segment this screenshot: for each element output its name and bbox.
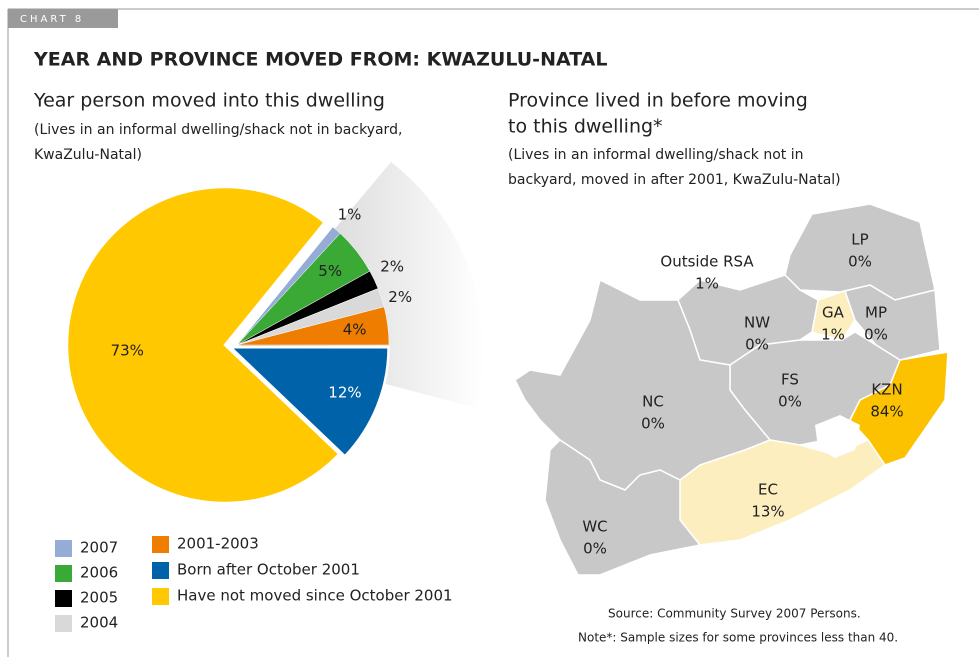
pie: 1% 5% 2% 2% 4% 12% 73% 2007 2006 2005 2004 2001-200… [55, 185, 453, 632]
data-label: 12% [328, 384, 361, 402]
chart-label: CHART 8 [20, 14, 84, 25]
region-name: Outside RSA [660, 253, 754, 271]
region-value: 1% [821, 326, 845, 344]
pie-slice [65, 185, 342, 505]
legend-label: 2006 [80, 564, 118, 582]
map-region [679, 439, 887, 546]
source: Source: Community Survey 2007 Persons. [608, 607, 861, 621]
region-name: MP [865, 304, 887, 322]
legend-label: Have not moved since October 2001 [177, 587, 453, 605]
region-value: 0% [864, 326, 888, 344]
note: Note*: Sample sizes for some provinces l… [578, 631, 898, 645]
map-title: to this dwelling* [508, 116, 663, 138]
legend-label: 2005 [80, 589, 118, 607]
region-name: KZN [871, 381, 902, 399]
legend-swatch [55, 565, 72, 582]
region-value: 0% [848, 253, 872, 271]
legend-swatch [55, 540, 72, 557]
legend-label: 2001-2003 [177, 535, 259, 553]
map-subtitle: (Lives in an informal dwelling/shack not… [508, 147, 803, 163]
region-name: WC [582, 518, 607, 536]
data-label: 4% [343, 320, 367, 338]
main-title: YEAR AND PROVINCE MOVED FROM: KWAZULU-NA… [33, 49, 608, 71]
region-value: 0% [778, 393, 802, 411]
map-region [544, 439, 702, 576]
region-name: EC [758, 481, 778, 499]
data-label: 2% [388, 288, 412, 306]
pie-subtitle: KwaZulu-Natal) [34, 147, 142, 163]
lesotho [815, 415, 860, 458]
region-value: 1% [695, 275, 719, 293]
legend-swatch [55, 590, 72, 607]
data-label: 73% [111, 342, 144, 360]
pie-slice [227, 345, 390, 459]
map-title: Province lived in before moving [508, 90, 808, 112]
pie-subtitle: (Lives in an informal dwelling/shack not… [34, 122, 402, 138]
data-label: 1% [338, 206, 362, 224]
legend-swatch [152, 562, 169, 579]
legend-swatch [152, 588, 169, 605]
legend-label: 2007 [80, 539, 118, 557]
region-name: LP [851, 231, 868, 249]
region-name: GA [822, 304, 845, 322]
label-tab [8, 9, 118, 28]
pie-slice [236, 306, 390, 346]
region-value: 0% [745, 336, 769, 354]
data-label: 5% [318, 262, 342, 280]
region-value: 0% [641, 415, 665, 433]
region-name: FS [781, 371, 799, 389]
region-value: 84% [870, 403, 903, 421]
legend-label: Born after October 2001 [177, 561, 360, 579]
legend-label: 2004 [80, 614, 118, 632]
pie-title: Year person moved into this dwelling [33, 90, 385, 112]
legend-swatch [152, 536, 169, 553]
map-subtitle: backyard, moved in after 2001, KwaZulu-N… [508, 172, 841, 188]
region-value: 0% [583, 540, 607, 558]
region-name: NW [744, 314, 770, 332]
data-label: 2% [380, 258, 404, 276]
map: Outside RSA 1% LP 0% GA 1% MP 0% NW 0% FS 0% KZN 84% N… [514, 203, 949, 576]
region-name: NC [642, 393, 664, 411]
region-value: 13% [751, 503, 784, 521]
legend-swatch [55, 615, 72, 632]
